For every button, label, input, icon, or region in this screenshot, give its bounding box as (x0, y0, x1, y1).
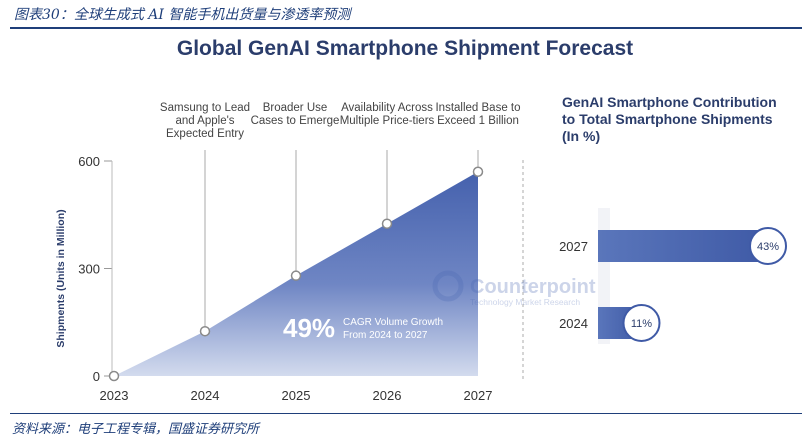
watermark-tagline: Technology Market Research (470, 297, 580, 307)
bottom-divider (10, 413, 802, 414)
figure-caption: 图表30：全球生成式 AI 智能手机出货量与渗透率预测 (14, 7, 351, 23)
watermark-brand: Counterpoint (470, 276, 596, 298)
x-tick-label: 2024 (191, 388, 220, 403)
x-tick-label: 2025 (282, 388, 311, 403)
bar-chart: 2027 43% 2024 11% (559, 208, 787, 344)
bar-value-label: 43% (757, 241, 779, 253)
bar-category-label: 2024 (559, 316, 588, 331)
bar-value-bubble-2027 (749, 227, 787, 265)
milestone-label-2026: Availability Across Multiple Price-tiers (339, 102, 435, 127)
x-tick-label: 2027 (464, 388, 493, 403)
cagr-value: 49% (283, 313, 335, 343)
y-tick-label: 0 (93, 369, 100, 384)
top-divider (10, 27, 802, 29)
data-point-2025 (290, 270, 302, 281)
y-tick-label: 300 (78, 262, 100, 277)
y-axis-label: Shipments (Units in Million) (55, 209, 67, 347)
x-tick-label: 2026 (373, 388, 402, 403)
data-point-2027 (472, 166, 484, 177)
source-note: 资料来源：电子工程专辑，国盛证券研究所 (12, 422, 260, 437)
bar-value-label: 11% (631, 318, 652, 330)
milestone-label-2025: Broader Use Cases to Emerge (250, 102, 340, 127)
shipment-area (114, 171, 478, 376)
data-point-2024 (199, 325, 211, 337)
cagr-label-line1: CAGR Volume Growth (343, 317, 443, 328)
cagr-label-line2: From 2024 to 2027 (343, 330, 428, 341)
milestone-label-2024: Samsung to Lead and Apple's Expected Ent… (159, 102, 251, 140)
bar-category-label: 2027 (559, 239, 588, 254)
data-point-2026 (381, 218, 393, 229)
y-tick-label: 600 (78, 154, 100, 169)
bar-chart-title: GenAI Smartphone Contribution to Total S… (562, 94, 777, 144)
watermark-logo-icon (432, 270, 464, 302)
data-point-2023 (108, 370, 120, 382)
chart-title: Global GenAI Smartphone Shipment Forecas… (176, 37, 634, 60)
bar-2027 (598, 230, 768, 262)
milestone-label-2027: Installed Base to Exceed 1 Billion (435, 102, 521, 127)
area-chart: 0 300 600 Shipments (Units in Million) 2023 2… (55, 150, 596, 403)
bar-value-bubble-2024 (622, 304, 661, 342)
x-tick-label: 2023 (100, 388, 129, 403)
